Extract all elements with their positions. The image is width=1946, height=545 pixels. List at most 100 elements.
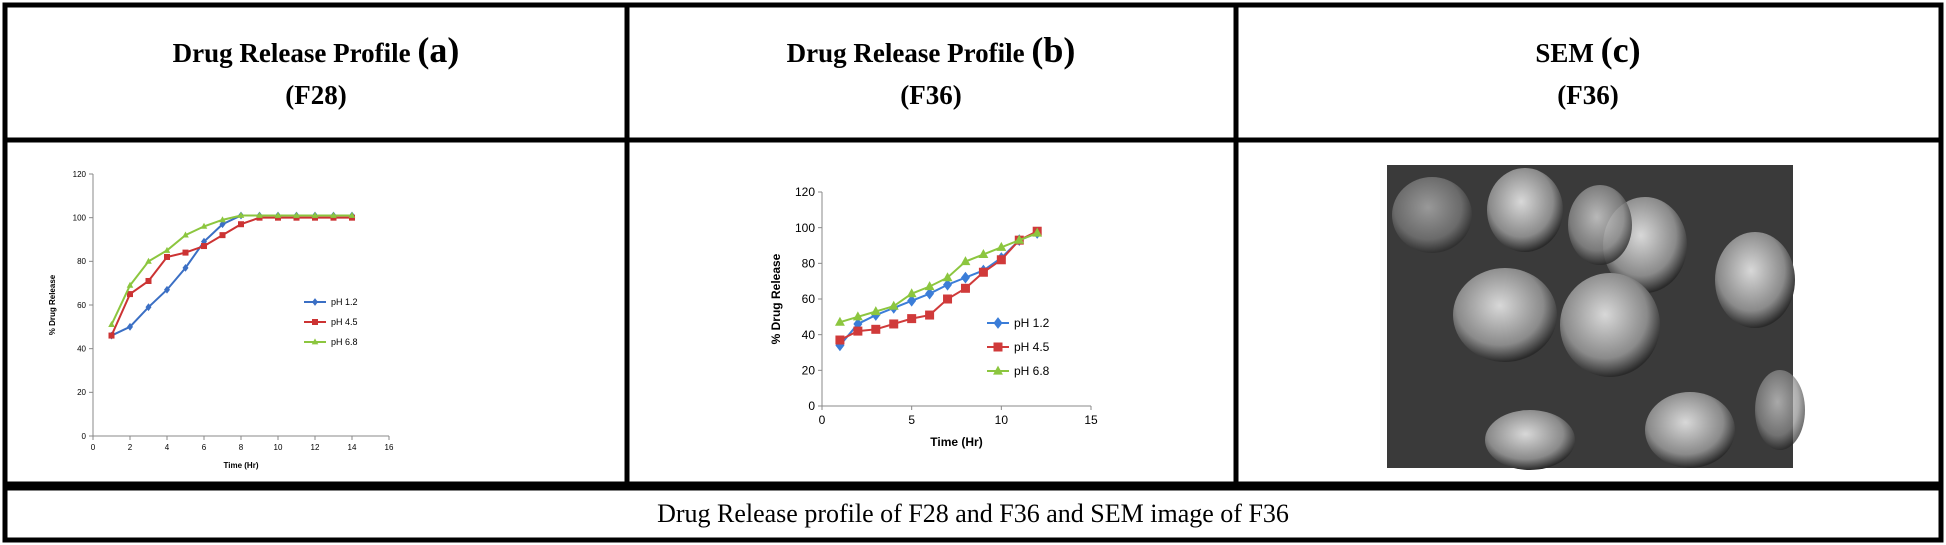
point	[1014, 234, 1025, 244]
point	[126, 281, 134, 288]
point	[164, 285, 170, 294]
point	[835, 335, 845, 345]
point	[182, 263, 189, 272]
point	[942, 272, 953, 282]
header-title: SEM (c)	[1535, 30, 1640, 70]
point	[219, 220, 226, 229]
point	[960, 271, 970, 284]
point	[145, 277, 152, 284]
x-tick-label: 0	[91, 443, 96, 452]
legend-marker	[993, 365, 1003, 375]
y-axis-label: % Drug Release	[769, 253, 783, 344]
legend-label: pH 4.5	[1014, 340, 1050, 354]
x-tick-label: 14	[348, 443, 357, 452]
legend-label: pH 1.2	[331, 297, 358, 307]
legend-marker	[993, 342, 1003, 352]
point	[238, 221, 244, 228]
point	[108, 332, 115, 339]
point	[943, 294, 953, 304]
y-tick-label: 60	[77, 301, 86, 310]
point	[182, 249, 189, 256]
point	[145, 303, 152, 312]
point	[834, 316, 845, 326]
legend-marker	[311, 338, 319, 345]
point	[907, 294, 917, 307]
y-tick-label: 80	[802, 257, 816, 271]
header-sample: (F36)	[1557, 80, 1618, 110]
point	[256, 211, 263, 218]
x-axis-label: Time (Hr)	[930, 435, 982, 449]
x-tick-label: 10	[274, 443, 283, 452]
legend-label: pH 6.8	[331, 337, 358, 347]
point	[835, 339, 845, 352]
y-tick-label: 40	[802, 328, 816, 342]
series-line	[839, 232, 1038, 324]
point	[960, 283, 970, 293]
header-sample: (F36)	[900, 80, 961, 110]
x-tick-label: 5	[908, 413, 915, 427]
series-line	[839, 232, 1038, 347]
series-line	[111, 214, 352, 337]
y-tick-label: 0	[82, 432, 87, 441]
point	[906, 288, 917, 298]
point	[1032, 227, 1043, 237]
series-line	[110, 216, 352, 336]
point	[219, 232, 226, 239]
point	[145, 257, 152, 264]
caption-border	[2, 485, 1944, 543]
point	[943, 278, 953, 291]
point	[348, 211, 356, 218]
point	[978, 267, 988, 277]
header-text: Drug Release Profile	[173, 38, 411, 68]
y-tick-label: 100	[73, 213, 87, 222]
point	[127, 322, 133, 331]
header-title: Drug Release Profile (b)	[787, 30, 1076, 70]
x-tick-label: 15	[1084, 413, 1098, 427]
series-line	[110, 214, 352, 326]
header-sample: (F28)	[285, 80, 346, 110]
y-tick-label: 20	[77, 388, 86, 397]
x-tick-label: 16	[385, 443, 394, 452]
point	[163, 246, 171, 253]
x-tick-label: 10	[995, 413, 1009, 427]
point	[889, 319, 899, 329]
header-letter: (a)	[417, 30, 459, 70]
x-tick-label: 2	[128, 443, 133, 452]
legend-label: pH 4.5	[331, 317, 358, 327]
table-border	[2, 2, 1944, 487]
y-tick-label: 20	[802, 364, 816, 378]
point	[925, 310, 935, 320]
point	[330, 211, 337, 218]
sem-image	[1387, 165, 1805, 470]
point	[219, 216, 226, 223]
x-tick-label: 12	[311, 443, 320, 452]
x-tick-label: 0	[819, 413, 826, 427]
point	[960, 256, 971, 266]
point	[924, 281, 935, 291]
header-text: SEM	[1535, 38, 1594, 68]
point	[852, 311, 863, 321]
point	[978, 249, 989, 259]
y-tick-label: 120	[795, 185, 815, 199]
header-letter: (b)	[1031, 30, 1075, 70]
y-tick-label: 120	[73, 170, 87, 179]
point	[996, 255, 1006, 265]
point	[871, 324, 881, 334]
y-axis-label: % Drug Release	[48, 274, 57, 335]
caption: Drug Release profile of F28 and F36 and …	[657, 499, 1289, 528]
point	[888, 300, 899, 310]
point	[853, 326, 863, 336]
x-tick-label: 4	[165, 443, 170, 452]
header-title: Drug Release Profile (a)	[173, 30, 460, 70]
x-tick-label: 8	[239, 443, 244, 452]
legend-marker	[993, 317, 1003, 329]
legend-marker	[312, 298, 318, 306]
point	[127, 291, 133, 298]
header-text: Drug Release Profile	[787, 38, 1025, 68]
legend-label: pH 1.2	[1014, 316, 1050, 330]
y-tick-label: 0	[808, 399, 815, 413]
y-tick-label: 80	[77, 257, 86, 266]
y-tick-label: 60	[802, 292, 816, 306]
point	[182, 231, 189, 238]
